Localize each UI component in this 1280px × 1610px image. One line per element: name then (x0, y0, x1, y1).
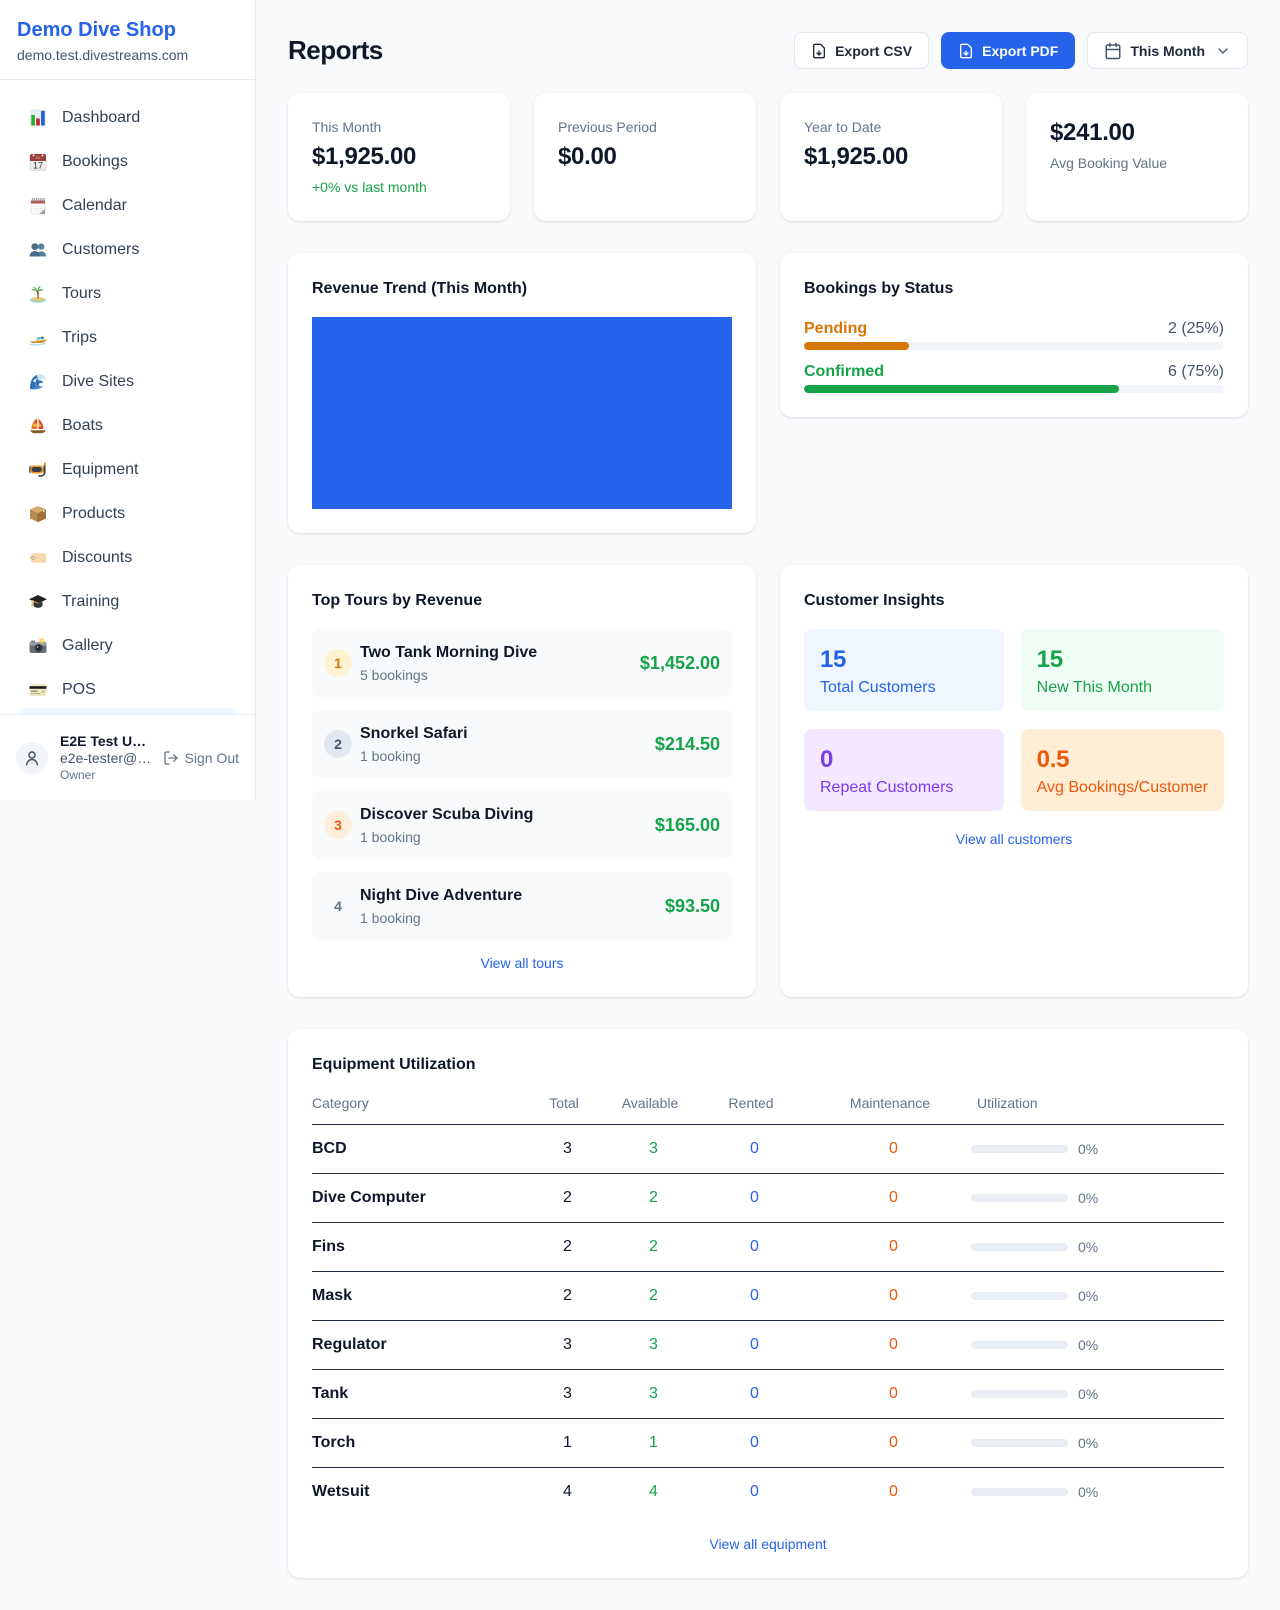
svg-text:17: 17 (33, 161, 43, 171)
svg-text:JUL: JUL (35, 156, 41, 160)
